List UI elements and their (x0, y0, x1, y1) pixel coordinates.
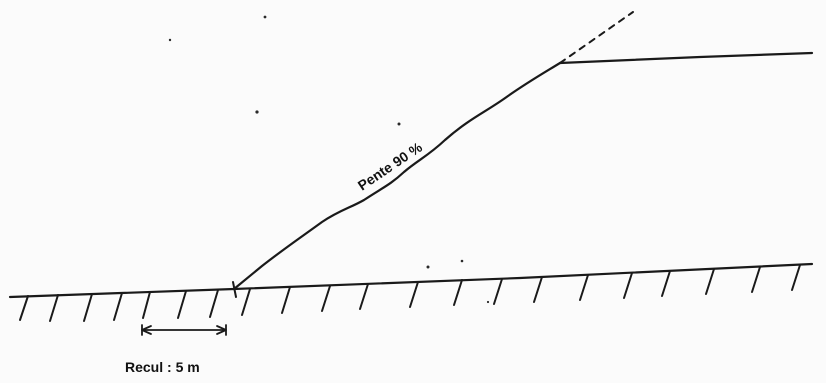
ground-hatching (19, 264, 801, 322)
ground-line (8, 262, 814, 299)
slope-extension-dashed-line (559, 11, 634, 64)
slope-label: Pente 90 % (355, 139, 426, 194)
slope-line (232, 61, 562, 291)
scan-specks (168, 15, 490, 304)
upper-plateau-line (558, 51, 814, 65)
setback-dimension-arrow (141, 324, 227, 336)
setback-label: Recul : 5 m (125, 359, 200, 375)
